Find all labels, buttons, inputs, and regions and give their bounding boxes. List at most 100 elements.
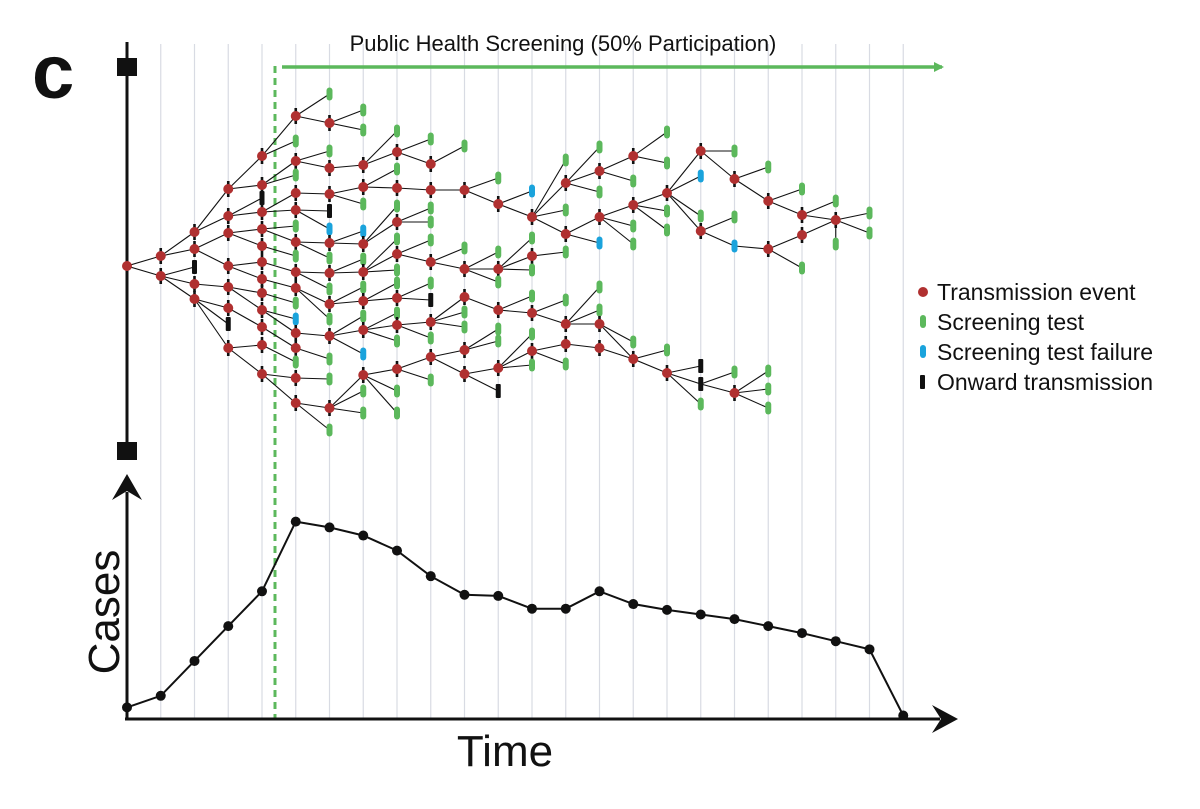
transmission-tree-nodes [122, 87, 873, 437]
tree-edge [396, 253, 431, 263]
tree-edge [295, 241, 330, 259]
screening-test-node [596, 280, 603, 294]
tree-edge [464, 373, 499, 392]
tree-edge [261, 160, 297, 186]
transmission-event-node [257, 254, 267, 270]
tree-edge [666, 192, 702, 217]
tree-edge [261, 309, 297, 334]
tree-edge [835, 212, 870, 221]
screening-test-node [427, 215, 434, 229]
tree-edge [261, 261, 296, 273]
screening-test-node [394, 124, 400, 138]
transmission-event-node [223, 300, 234, 316]
transmission-event-node [459, 261, 470, 277]
transmission-event-node [257, 366, 267, 382]
cases-point [155, 690, 166, 701]
tree-edge [329, 390, 364, 409]
tree-edge [498, 268, 533, 271]
transmission-event-node [189, 291, 200, 307]
tree-edge [801, 214, 836, 221]
transmission-event-node [729, 385, 740, 401]
cases-point [324, 522, 335, 533]
tree-edge [396, 138, 431, 153]
screening-test-node [630, 335, 637, 349]
screening-failure-node [326, 222, 333, 236]
tree-edge [362, 374, 398, 414]
screening-test-node [461, 305, 468, 319]
transmission-event-node [358, 367, 369, 383]
tree-edge [228, 286, 263, 294]
tree-edge [734, 178, 769, 202]
tree-edge [599, 155, 634, 172]
transmission-event-node [392, 361, 402, 377]
tree-edge [329, 271, 364, 274]
tree-edge [734, 388, 769, 394]
tree-edge [126, 265, 161, 277]
screening-test-node [394, 334, 400, 348]
screening-failure-node [731, 239, 738, 253]
transmission-event-node [223, 258, 234, 274]
screening-test-node [731, 144, 738, 158]
tree-edge [430, 247, 465, 263]
transmission-event-node [223, 279, 234, 295]
cases-point [594, 586, 605, 597]
tree-edge [295, 241, 330, 244]
cases-point [797, 628, 807, 639]
tree-edge [632, 204, 668, 231]
tree-edge [363, 312, 398, 331]
screening-test-node [562, 153, 569, 167]
screening-test-node [596, 140, 603, 154]
transmission-event-node [324, 265, 335, 281]
tree-edge [396, 151, 431, 165]
tree-edge [396, 207, 431, 223]
tree-edge [228, 232, 263, 247]
screening-test-node [731, 365, 738, 379]
transmission-event-node [628, 351, 639, 367]
tree-edge [160, 275, 195, 300]
screening-test-node [326, 251, 333, 265]
tree-edge [363, 374, 398, 392]
tree-edge [565, 146, 600, 184]
transmission-event-node [425, 156, 436, 172]
cases-series-line [126, 520, 905, 716]
screening-test-node [529, 327, 535, 341]
tree-edge [396, 324, 431, 339]
screening-test-node [326, 423, 333, 437]
transmission-event-node [594, 316, 605, 332]
tree-edge [700, 383, 735, 394]
screening-test-node [529, 231, 535, 245]
tree-edge [599, 323, 634, 343]
tree-edge [599, 204, 634, 218]
tree-edge [734, 370, 769, 394]
tree-edge [227, 286, 263, 311]
transmission-event-node [493, 196, 504, 212]
tree-edge [295, 377, 330, 380]
transmission-event-node [425, 254, 436, 270]
screening-test-node [461, 320, 468, 334]
cases-point [729, 614, 740, 625]
tree-edge [599, 347, 634, 360]
tree-edge [599, 216, 634, 227]
tree-edge [295, 209, 330, 230]
tree-edge [599, 170, 634, 182]
tree-edge [261, 174, 296, 186]
tree-edge [565, 343, 600, 349]
transmission-event-node [189, 224, 200, 240]
x-axis-title: Time [457, 727, 553, 776]
tree-edge [295, 402, 330, 431]
screening-test-node [562, 245, 569, 259]
tree-edge [362, 238, 398, 273]
screening-test-node [326, 312, 333, 326]
cases-point [459, 589, 470, 600]
tree-edge [565, 233, 600, 244]
transmission-event-node [358, 236, 369, 252]
transmission-event-node [290, 234, 301, 250]
y-axis-title: Cases [80, 550, 129, 675]
tree-edge [565, 170, 600, 184]
transmission-event-node [628, 148, 639, 164]
transmission-event-node [324, 400, 335, 416]
tree-edge [565, 216, 600, 235]
tree-edge [362, 282, 398, 302]
transmission-event-node [257, 319, 267, 335]
transmission-event-node [594, 340, 605, 356]
